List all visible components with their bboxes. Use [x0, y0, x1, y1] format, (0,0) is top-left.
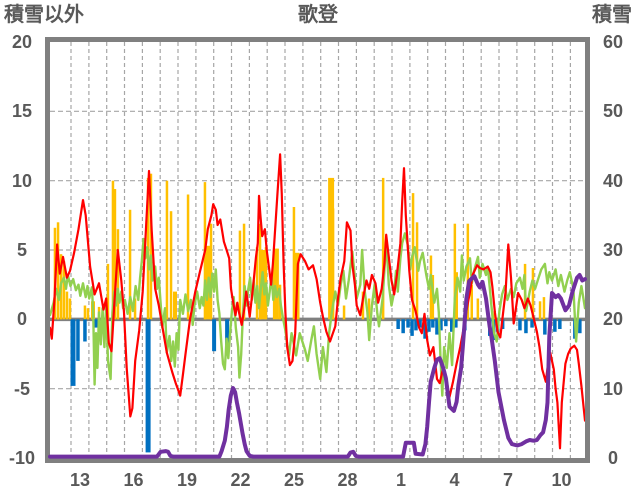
right-axis-tick: 30: [602, 240, 624, 260]
left-axis-tick: 15: [11, 101, 33, 122]
left-axis-tick: 20: [11, 32, 33, 52]
x-axis-tick: 10: [551, 470, 572, 490]
chart-title: 歌登: [298, 4, 338, 26]
right-axis-tick: 50: [602, 101, 624, 122]
left-axis-tick: 10: [11, 170, 33, 191]
x-axis-tick: 16: [123, 470, 144, 490]
right-axis-title: 積雪: [592, 4, 632, 26]
x-axis-tick: 13: [69, 470, 90, 490]
right-axis-tick: 60: [602, 32, 624, 52]
right-axis-tick: 20: [602, 309, 624, 330]
right-axis-tick: 10: [602, 378, 624, 399]
x-axis-tick: 1: [395, 470, 406, 490]
right-axis-tick: 0: [607, 448, 619, 468]
x-axis-tick: 22: [230, 470, 251, 490]
x-axis-tick: 25: [283, 470, 304, 490]
left-axis-title: 積雪以外: [4, 4, 84, 26]
left-axis-tick: 0: [16, 309, 28, 330]
x-axis-tick: 19: [176, 470, 197, 490]
x-axis-tick: 4: [449, 470, 460, 490]
left-axis-tick: 5: [16, 240, 28, 260]
right-axis-tick: 40: [602, 170, 624, 191]
left-axis-tick: -5: [13, 378, 31, 399]
x-axis-tick: 28: [337, 470, 358, 490]
x-axis-tick: 7: [502, 470, 513, 490]
left-axis-tick: -10: [8, 448, 36, 468]
